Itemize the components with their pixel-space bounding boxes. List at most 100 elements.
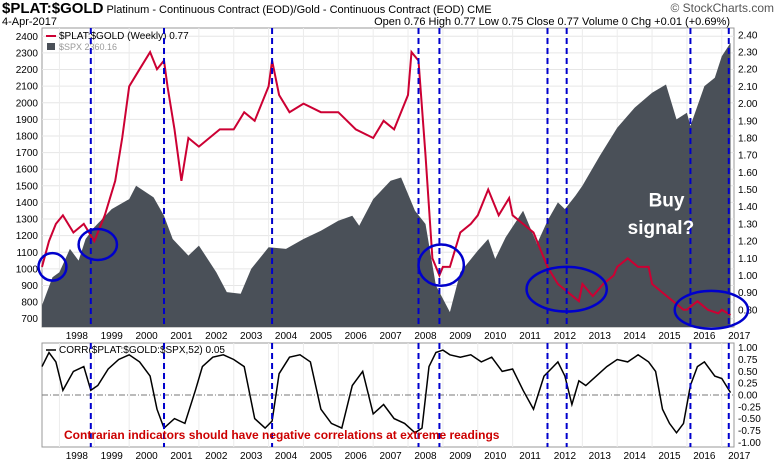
x-tick-label: 2015 xyxy=(658,451,681,462)
y-tick-left: 1800 xyxy=(16,131,39,142)
y-tick-left: 2300 xyxy=(16,48,39,59)
symbol: $PLAT:$GOLD xyxy=(2,0,104,17)
y-tick-left: 2400 xyxy=(16,32,39,43)
y-tick-left: 1700 xyxy=(16,148,39,159)
x-tick-label: 2016 xyxy=(693,451,716,462)
highlight-circle xyxy=(673,289,750,330)
y-tick-left: 1100 xyxy=(16,248,38,259)
x-tick-label: 2014 xyxy=(624,331,647,342)
x-tick-label: 2001 xyxy=(170,451,193,462)
y-tick-left: 800 xyxy=(21,298,38,309)
y-tick-left: 1900 xyxy=(16,115,39,126)
x-tick-label: 2002 xyxy=(205,451,228,462)
x-tick-label: 2010 xyxy=(484,451,507,462)
main-panel: 700 800 900 1000 1100 1200 1300 1400 1500 1600 170… xyxy=(16,27,758,342)
x-tick-label: 2001 xyxy=(170,331,193,342)
correlation-line xyxy=(41,349,732,435)
y-tick-right: 1.50 xyxy=(738,185,758,196)
y-tick-right: 1.30 xyxy=(738,219,758,230)
y-tick-left: 1500 xyxy=(16,181,39,192)
stockcharts-watermark: © StockCharts.com xyxy=(670,1,774,15)
x-tick-label: 2006 xyxy=(345,451,368,462)
overlay-annotations: Buy signal? Contrarian indicators should h… xyxy=(37,28,750,447)
x-tick-label: 2012 xyxy=(554,451,577,462)
legend-spx-swatch xyxy=(47,43,55,50)
x-tick-label: 2005 xyxy=(310,451,333,462)
x-tick-label: 2009 xyxy=(449,451,472,462)
y-tick-left: 900 xyxy=(21,281,38,292)
chart-header-title: $PLAT:$GOLD Platinum - Continuous Contra… xyxy=(2,0,492,17)
y-tick-right: 1.40 xyxy=(738,202,758,213)
corr-y-tick: -1.00 xyxy=(738,438,761,449)
corr-y-tick: 0.00 xyxy=(738,391,758,402)
y-tick-right: 2.20 xyxy=(738,65,758,76)
x-tick-label: 2015 xyxy=(658,331,681,342)
y-tick-left: 1400 xyxy=(16,198,39,209)
x-tick-label: 2007 xyxy=(379,331,402,342)
spx-area xyxy=(42,42,731,328)
y-tick-right: 1.10 xyxy=(738,254,758,265)
corr-y-tick: -0.50 xyxy=(738,414,761,425)
buy-signal-label: signal? xyxy=(628,218,695,239)
x-tick-label: 2013 xyxy=(589,331,612,342)
corr-y-tick: -0.25 xyxy=(738,402,761,413)
highlight-circle xyxy=(37,251,68,282)
x-tick-label: 2008 xyxy=(414,451,437,462)
x-tick-label: 2000 xyxy=(135,451,158,462)
corr-y-tick: -0.75 xyxy=(738,426,761,437)
buy-signal-label: Buy xyxy=(649,191,685,212)
y-tick-right: 2.00 xyxy=(738,99,758,110)
x-tick-label: 2004 xyxy=(275,331,298,342)
highlight-circle xyxy=(77,227,119,262)
y-tick-right: 2.40 xyxy=(738,30,758,41)
x-tick-label: 2017 xyxy=(728,451,751,462)
x-tick-label: 2003 xyxy=(240,331,263,342)
x-tick-label: 2007 xyxy=(379,451,402,462)
legend-spx-label: $SPX 2360.16 xyxy=(59,42,117,52)
y-tick-left: 1200 xyxy=(16,231,39,242)
correlation-panel: 1998 1999 2000 2001 2002 2003 2004 2005 2006 2007… xyxy=(41,342,761,462)
x-tick-label: 2004 xyxy=(275,451,298,462)
y-tick-left: 2200 xyxy=(16,65,39,76)
x-tick-label: 2011 xyxy=(519,331,541,342)
y-tick-left: 700 xyxy=(21,314,38,325)
y-tick-right: 1.90 xyxy=(738,116,758,127)
y-tick-right: 2.30 xyxy=(738,48,758,59)
x-tick-label: 2008 xyxy=(414,331,437,342)
x-tick-label: 2010 xyxy=(484,331,507,342)
y-tick-right: 1.80 xyxy=(738,133,758,144)
ohlc-readout: Open 0.76 High 0.77 Low 0.75 Close 0.77 … xyxy=(374,16,730,28)
corr-y-tick: 0.25 xyxy=(738,379,758,390)
x-tick-label: 1998 xyxy=(66,331,89,342)
y-tick-left: 2000 xyxy=(16,98,39,109)
x-tick-label: 2005 xyxy=(310,331,333,342)
description: Platinum - Continuous Contract (EOD)/Gol… xyxy=(106,4,465,16)
contrarian-note: Contrarian indicators should have negati… xyxy=(64,428,500,442)
y-tick-left: 2100 xyxy=(16,82,39,93)
y-tick-left: 1600 xyxy=(16,165,39,176)
y-tick-right: 2.10 xyxy=(738,82,758,93)
corr-y-tick: 0.75 xyxy=(738,355,758,366)
plat-gold-ratio-line xyxy=(41,49,732,316)
legend-ratio-label: $PLAT:$GOLD (Weekly) 0.77 xyxy=(59,31,189,42)
x-tick-label: 2003 xyxy=(240,451,263,462)
highlight-circle xyxy=(417,243,466,288)
x-tick-label: 1998 xyxy=(66,451,89,462)
y-tick-right: 1.00 xyxy=(738,271,758,282)
x-tick-label: 2012 xyxy=(554,331,577,342)
x-tick-label: 2014 xyxy=(624,451,647,462)
x-tick-label: 1999 xyxy=(101,451,124,462)
x-tick-label: 2006 xyxy=(345,331,368,342)
x-tick-label: 2009 xyxy=(449,331,472,342)
highlight-circle xyxy=(525,265,609,313)
y-tick-right: 1.60 xyxy=(738,168,758,179)
x-tick-label: 2000 xyxy=(135,331,158,342)
corr-y-tick: 1.00 xyxy=(738,343,758,354)
exchange: CME xyxy=(467,4,492,16)
x-tick-label: 2011 xyxy=(519,451,541,462)
y-tick-left: 1000 xyxy=(16,264,39,275)
legend-corr-label: CORR($PLAT:$GOLD:$SPX,52) 0.05 xyxy=(59,345,225,356)
y-tick-right: 1.70 xyxy=(738,151,758,162)
y-tick-right: 0.90 xyxy=(738,288,758,299)
